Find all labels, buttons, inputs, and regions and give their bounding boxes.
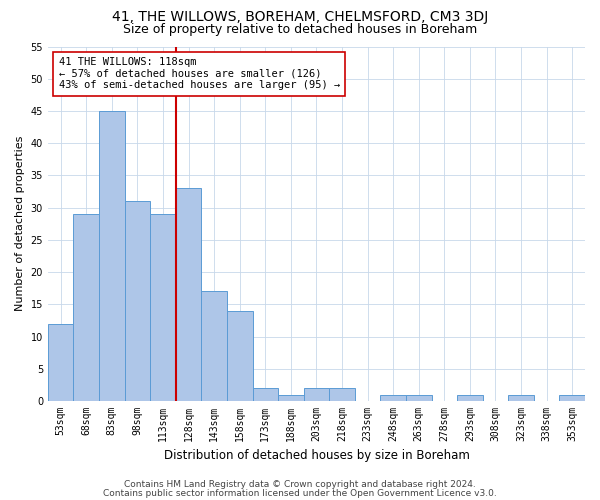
Text: Contains public sector information licensed under the Open Government Licence v3: Contains public sector information licen… <box>103 488 497 498</box>
Bar <box>227 311 253 401</box>
Bar <box>73 214 99 401</box>
Bar <box>457 394 482 401</box>
Bar <box>304 388 329 401</box>
X-axis label: Distribution of detached houses by size in Boreham: Distribution of detached houses by size … <box>164 450 469 462</box>
Bar <box>329 388 355 401</box>
Text: 41, THE WILLOWS, BOREHAM, CHELMSFORD, CM3 3DJ: 41, THE WILLOWS, BOREHAM, CHELMSFORD, CM… <box>112 10 488 24</box>
Bar <box>559 394 585 401</box>
Text: Contains HM Land Registry data © Crown copyright and database right 2024.: Contains HM Land Registry data © Crown c… <box>124 480 476 489</box>
Bar <box>278 394 304 401</box>
Bar <box>406 394 431 401</box>
Bar <box>176 188 202 401</box>
Text: 41 THE WILLOWS: 118sqm
← 57% of detached houses are smaller (126)
43% of semi-de: 41 THE WILLOWS: 118sqm ← 57% of detached… <box>59 57 340 90</box>
Bar <box>48 324 73 401</box>
Bar <box>99 111 125 401</box>
Y-axis label: Number of detached properties: Number of detached properties <box>15 136 25 312</box>
Bar <box>202 292 227 401</box>
Bar <box>380 394 406 401</box>
Bar <box>508 394 534 401</box>
Bar <box>150 214 176 401</box>
Text: Size of property relative to detached houses in Boreham: Size of property relative to detached ho… <box>123 22 477 36</box>
Bar <box>125 201 150 401</box>
Bar <box>253 388 278 401</box>
